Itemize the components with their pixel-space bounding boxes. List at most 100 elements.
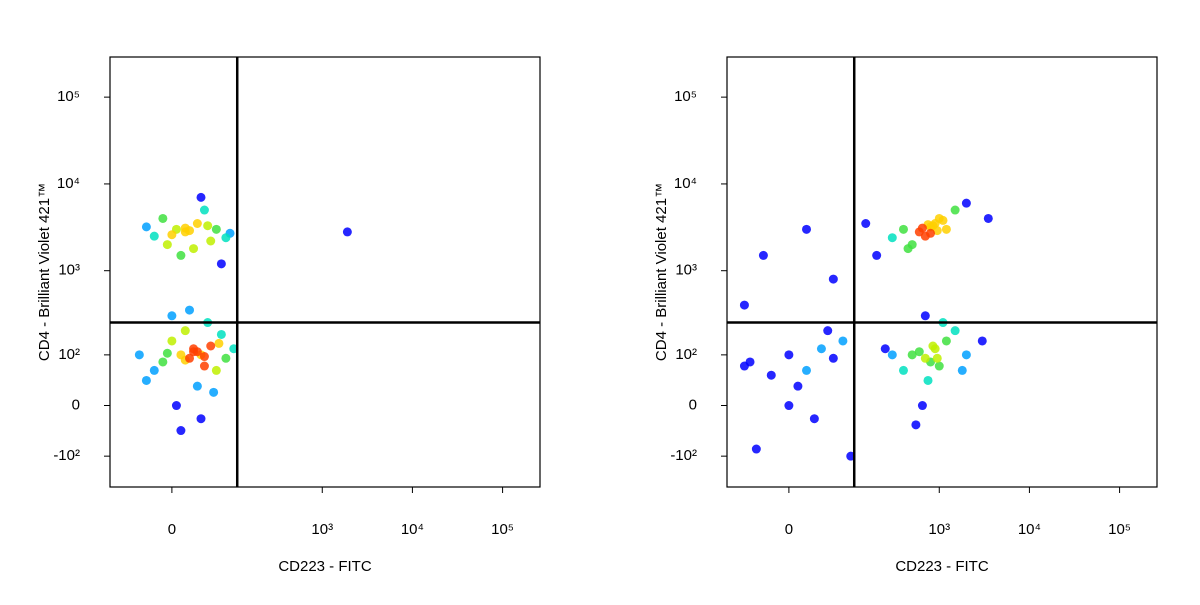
plot: -10² 0 10² 10³ 10⁴ 10⁵ 0 10³ 10⁴ 10⁵ CD223 - FITC C… [36,56,541,575]
event-dot [211,224,221,234]
event-dot [199,205,209,215]
y-tick-label: 10⁵ [57,88,80,105]
x-tick-label: 10⁵ [1108,521,1131,538]
x-axis-label: CD223 - FITC [895,558,989,575]
event-dot [203,221,213,231]
x-tick-label: 10³ [311,521,333,538]
event-dot [134,350,144,360]
event-dot [185,353,195,363]
event-dot [199,361,209,371]
event-dot [941,336,951,346]
event-dot [898,224,908,234]
event-dot [216,329,226,339]
event-dot [784,401,794,411]
event-dot [185,226,195,236]
event-dot [809,414,819,424]
event-dot [828,353,838,363]
event-dot [838,336,848,346]
event-dot [861,219,871,229]
event-dot [880,344,890,354]
event-dot [926,228,936,238]
event-dot [196,414,206,424]
event-dot [185,305,195,315]
event-dot [149,365,159,375]
event-dot [872,250,882,260]
event-dot [751,444,761,454]
plot: -10² 0 10² 10³ 10⁴ 10⁵ 0 10³ 10⁴ 10⁵ CD223 - FITC C… [653,56,1158,575]
event-dot [957,365,967,375]
event-dot [167,230,177,240]
event-dot [793,381,803,391]
event-dot [211,365,221,375]
plot-frame [726,56,1158,488]
y-tick-label: 10² [675,346,697,363]
event-dot [938,215,948,225]
event-dot [141,222,151,232]
event-dot [167,336,177,346]
event-dot [189,244,199,254]
event-dot [923,375,933,385]
event-dot [214,338,224,348]
event-dot [907,240,917,250]
event-dot [961,198,971,208]
event-dot [739,300,749,310]
x-tick-label: 10⁴ [401,521,424,538]
event-dot [977,336,987,346]
event-dot [176,426,186,436]
y-tick-label: -10² [670,447,697,464]
event-dot [221,353,231,363]
y-tick-label: 10⁴ [57,175,80,192]
x-tick-label: 10⁴ [1018,521,1041,538]
event-dot [342,227,352,237]
y-tick-label: 10⁵ [674,88,697,105]
event-dot [209,387,219,397]
event-dot [934,361,944,371]
x-axis-label: CD223 - FITC [278,558,372,575]
event-dot [206,236,216,246]
event-dot [176,350,186,360]
event-dot [189,347,199,357]
event-dot [928,341,938,351]
y-axis-label: CD4 - Brilliant Violet 421™ [653,183,670,361]
event-dot [920,353,930,363]
event-dot [758,250,768,260]
event-dot [162,348,172,358]
x-tick-label: 10³ [928,521,950,538]
event-dot [162,240,172,250]
y-axis-label: CD4 - Brilliant Violet 421™ [36,183,53,361]
event-dot [961,350,971,360]
event-dot [192,381,202,391]
event-dot [176,250,186,260]
event-dot [745,357,755,367]
y-tick-label: 10³ [58,262,80,279]
event-dot [914,227,924,237]
x-tick-label: 0 [168,521,176,538]
event-dot [898,365,908,375]
event-dot [141,375,151,385]
event-dot [196,192,206,202]
y-tick-label: 10⁴ [674,175,697,192]
event-dot [802,365,812,375]
event-dot [158,213,168,223]
event-dot [192,219,202,229]
event-dot [950,205,960,215]
event-dot [950,326,960,336]
event-dot [887,350,897,360]
event-dot [914,347,924,357]
event-dot [917,401,927,411]
event-dot [920,311,930,321]
event-dot [802,224,812,234]
event-dot [907,350,917,360]
event-dot [932,353,942,363]
y-tick-label: 0 [689,396,697,413]
y-tick-label: -10² [53,447,80,464]
event-dot [158,357,168,367]
event-dot [816,344,826,354]
event-dot [911,420,921,430]
event-dot [171,401,181,411]
event-dot [784,350,794,360]
event-dot [149,231,159,241]
event-dot [887,233,897,243]
event-dot [941,224,951,234]
x-tick-label: 10⁵ [491,521,514,538]
